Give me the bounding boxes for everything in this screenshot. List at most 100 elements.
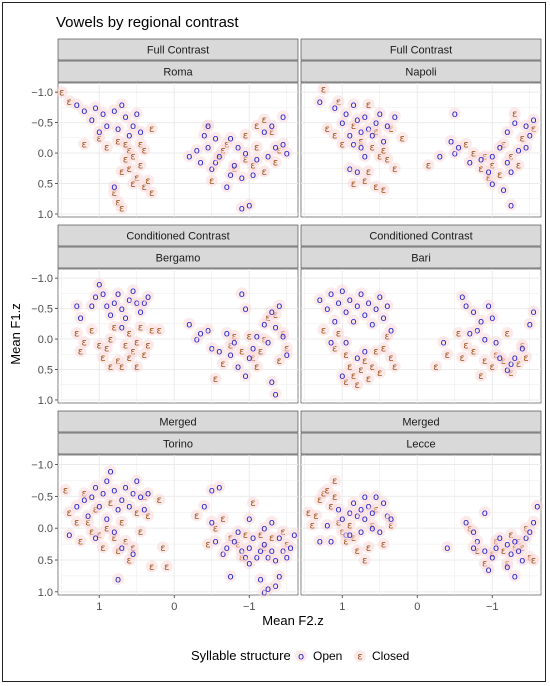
open-syllable-halo (100, 474, 113, 487)
open-syllable-point: o (358, 289, 364, 300)
open-syllable-point: o (66, 530, 72, 541)
open-syllable-point: o (328, 536, 334, 547)
open-syllable-point: o (489, 152, 495, 163)
open-syllable-point: o (276, 571, 282, 582)
open-syllable-point: o (493, 338, 499, 349)
open-syllable-halo (224, 131, 237, 144)
closed-syllable-point: ɛ (130, 179, 135, 190)
closed-syllable-point: ɛ (377, 368, 382, 379)
open-syllable-point: o (134, 476, 140, 487)
open-syllable-point: o (209, 344, 215, 355)
closed-syllable-point: ɛ (336, 97, 341, 108)
closed-syllable-halo (97, 351, 109, 364)
open-syllable-halo (475, 314, 487, 327)
open-syllable-halo (100, 512, 113, 525)
closed-syllable-point: ɛ (262, 167, 267, 178)
open-syllable-halo (437, 336, 450, 349)
open-syllable-halo (448, 107, 461, 120)
open-syllable-halo (89, 531, 102, 544)
open-syllable-point: o (115, 575, 121, 586)
closed-syllable-halo (78, 336, 91, 349)
closed-syllable-halo (336, 137, 349, 150)
open-syllable-halo (493, 140, 506, 153)
open-syllable-halo (355, 140, 367, 153)
closed-syllable-halo (157, 541, 169, 554)
closed-syllable-halo (258, 165, 271, 178)
closed-syllable-point: ɛ (123, 536, 128, 547)
closed-syllable-point: ɛ (358, 365, 363, 376)
open-syllable-point: o (527, 527, 533, 538)
open-syllable-point: o (239, 203, 245, 214)
closed-syllable-point: ɛ (108, 335, 113, 346)
open-syllable-point: o (265, 584, 271, 595)
open-syllable-halo (138, 503, 151, 516)
open-syllable-halo (370, 302, 382, 315)
open-syllable-halo (456, 290, 469, 303)
open-syllable-halo (351, 165, 364, 178)
open-syllable-point: o (254, 552, 260, 563)
open-syllable-point: o (141, 505, 147, 516)
open-syllable-point: o (452, 149, 458, 160)
open-syllable-point: o (384, 121, 390, 132)
open-syllable-halo (523, 317, 536, 330)
closed-syllable-point: ɛ (340, 139, 345, 150)
closed-syllable-point: ɛ (134, 173, 139, 184)
closed-syllable-point: ɛ (482, 356, 487, 367)
open-syllable-halo (247, 168, 259, 181)
closed-syllable-halo (328, 474, 341, 487)
open-syllable-halo (280, 348, 293, 361)
open-syllable-halo (213, 150, 226, 163)
closed-syllable-point: ɛ (89, 325, 94, 336)
open-syllable-halo (243, 512, 256, 525)
closed-syllable-point: ɛ (250, 498, 255, 509)
closed-syllable-point: ɛ (247, 332, 252, 343)
closed-syllable-halo (127, 177, 139, 190)
open-syllable-halo (486, 550, 499, 563)
open-syllable-point: o (186, 319, 192, 330)
closed-syllable-point: ɛ (89, 527, 94, 538)
closed-syllable-point: ɛ (97, 341, 102, 352)
open-syllable-point: o (209, 164, 215, 175)
open-syllable-halo (482, 563, 495, 576)
open-syllable-point: o (291, 530, 297, 541)
open-syllable-point: o (500, 185, 506, 196)
open-syllable-halo (250, 153, 263, 166)
closed-syllable-point: ɛ (482, 559, 487, 570)
open-syllable-point: o (350, 139, 356, 150)
open-syllable-point: o (332, 316, 338, 327)
open-syllable-point: o (186, 152, 192, 163)
open-syllable-point: o (145, 292, 151, 303)
closed-syllable-point: ɛ (471, 347, 476, 358)
closed-syllable-halo (74, 345, 87, 358)
open-syllable-halo (112, 503, 124, 516)
open-syllable-point: o (527, 130, 533, 141)
open-syllable-point: o (362, 347, 368, 358)
closed-syllable-point: ɛ (123, 155, 128, 166)
open-syllable-point: o (373, 492, 379, 503)
open-syllable-point: o (261, 524, 267, 535)
open-syllable-point: o (85, 511, 91, 522)
open-syllable-point: o (96, 280, 102, 291)
closed-syllable-point: ɛ (332, 130, 337, 141)
open-syllable-halo (321, 519, 334, 531)
open-syllable-point: o (339, 118, 345, 129)
open-syllable-point: o (254, 155, 260, 166)
open-syllable-halo (108, 484, 121, 496)
open-syllable-point: o (89, 115, 95, 126)
closed-syllable-point: ɛ (381, 146, 386, 157)
open-syllable-point: o (272, 322, 278, 333)
open-syllable-halo (336, 116, 349, 129)
closed-syllable-point: ɛ (351, 179, 356, 190)
open-syllable-halo (358, 110, 371, 123)
closed-syllable-halo (190, 509, 203, 522)
contrast-strip-label: Conditioned Contrast (369, 231, 472, 243)
open-syllable-halo (127, 284, 139, 297)
open-syllable-point: o (272, 142, 278, 153)
closed-syllable-point: ɛ (388, 353, 393, 364)
open-syllable-point: o (254, 332, 260, 343)
closed-syllable-point: ɛ (490, 161, 495, 172)
closed-syllable-halo (332, 326, 345, 339)
closed-syllable-point: ɛ (119, 167, 124, 178)
closed-syllable-point: ɛ (505, 328, 510, 339)
open-syllable-point: o (227, 170, 233, 181)
